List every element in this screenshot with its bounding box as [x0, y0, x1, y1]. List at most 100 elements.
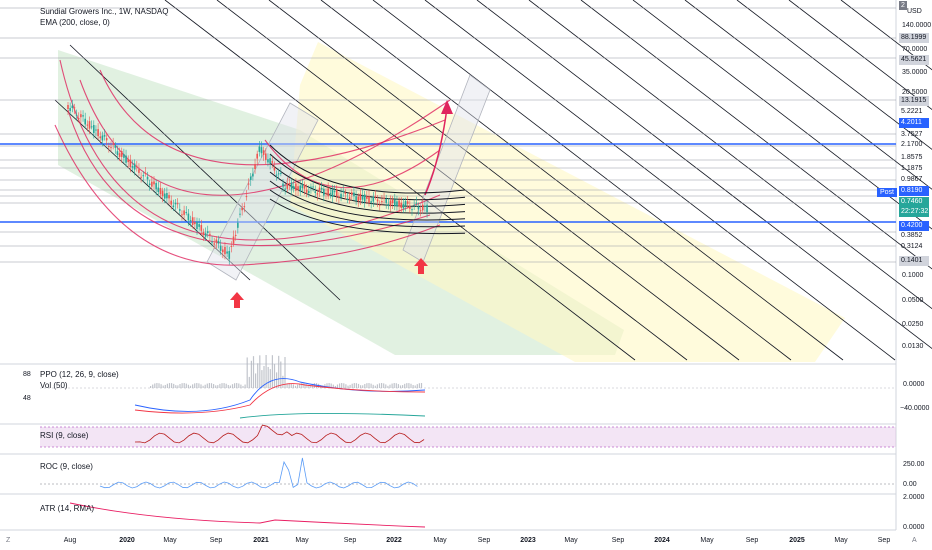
red-arc: [54, 124, 441, 266]
volume-bar: [221, 383, 223, 388]
candle-body: [224, 247, 226, 255]
volume-bar: [395, 383, 397, 388]
volume-bar: [215, 385, 217, 388]
level-price-box: 1.8575: [901, 154, 923, 161]
ppo-signal-line: [134, 383, 426, 414]
candle-body: [273, 167, 276, 171]
candle-body: [413, 204, 415, 206]
candle-body: [426, 204, 428, 213]
volume-bar: [406, 383, 408, 388]
candle-body: [318, 187, 321, 193]
candle-body: [181, 214, 183, 216]
candle-body: [67, 105, 69, 109]
red-arc: [67, 109, 431, 247]
volume-bar: [412, 385, 414, 388]
candle-body: [172, 205, 175, 207]
candle-body: [260, 147, 263, 154]
volume-bar: [204, 384, 206, 388]
candle-body: [191, 217, 194, 225]
roc-tick-1: 0.00: [903, 481, 917, 488]
volume-bar: [154, 383, 156, 388]
candle-body: [297, 186, 299, 191]
ppo-title: PPO (12, 26, 9, close): [40, 370, 119, 379]
level-price-box: 13.1915: [899, 96, 929, 106]
candle-body: [77, 118, 80, 120]
level-price-box: 4.2011: [899, 118, 929, 128]
candle-body: [305, 189, 308, 193]
candle-body: [348, 197, 351, 200]
time-axis-label: Sep: [209, 537, 223, 544]
volume-bar: [261, 370, 263, 388]
volume-bar: [391, 383, 393, 388]
candle-body: [86, 124, 89, 126]
candle-body: [108, 146, 110, 148]
candle-body: [411, 209, 413, 211]
candle-body: [71, 105, 74, 108]
up-arrow-left: [230, 292, 244, 308]
candle-body: [333, 191, 336, 193]
candle-body: [222, 249, 224, 253]
price-tick-3: 20.5000: [902, 89, 928, 96]
volume-bar: [242, 385, 244, 388]
volume-bar: [339, 383, 341, 388]
candle-body: [168, 195, 170, 199]
candle-body: [189, 220, 192, 222]
volume-bar: [374, 385, 376, 388]
volume-bar: [362, 385, 364, 388]
candle-body: [325, 192, 327, 194]
volume-bar: [278, 355, 280, 388]
time-axis-label: Sep: [477, 537, 491, 544]
candle-body: [232, 236, 235, 244]
level-price-box: 0.9867: [901, 176, 923, 183]
time-axis-label: Aug: [63, 537, 77, 544]
red-arc: [79, 79, 451, 196]
candle-body: [417, 206, 420, 210]
red-arc: [264, 139, 441, 189]
black-curve: [269, 162, 466, 207]
black-curve: [269, 189, 466, 228]
volume-bar: [156, 383, 158, 388]
volume-bar: [418, 383, 420, 388]
atr-title: ATR (14, RMA): [40, 504, 95, 513]
candle-body: [213, 243, 215, 245]
volume-bar: [294, 385, 297, 388]
candle-body: [303, 184, 306, 189]
candle-body: [359, 193, 362, 201]
candle-body: [378, 204, 381, 206]
candle-body: [228, 251, 231, 259]
volume-bar: [376, 384, 378, 388]
volume-bar: [238, 383, 240, 388]
candle-body: [372, 196, 375, 202]
volume-bar: [257, 363, 259, 388]
vol-title: Vol (50): [40, 381, 68, 390]
corner-right-label[interactable]: A: [912, 537, 917, 544]
volume-bar: [158, 383, 160, 388]
volume-bar: [336, 384, 339, 388]
level-price-box: 2.1700: [901, 141, 923, 148]
volume-bar: [202, 385, 204, 388]
volume-bar: [166, 383, 168, 388]
volume-bar: [305, 384, 307, 388]
candle-body: [73, 107, 76, 109]
black-curve: [269, 171, 466, 214]
candle-body: [320, 187, 323, 190]
candle-body: [351, 192, 353, 195]
volume-bar: [330, 383, 332, 388]
candle-body: [312, 186, 314, 188]
candle-body: [118, 153, 121, 157]
candle-body: [275, 174, 278, 176]
volume-bar: [353, 383, 355, 388]
candle-body: [144, 173, 147, 175]
time-axis-label: May: [564, 537, 578, 544]
volume-bar: [334, 385, 336, 388]
candle-body: [398, 200, 400, 207]
candle-body: [97, 129, 99, 137]
candle-body: [346, 198, 349, 200]
candle-body: [153, 181, 155, 185]
volume-bar: [192, 384, 194, 388]
candle-body: [361, 195, 364, 200]
candle-body: [215, 239, 218, 243]
candle-body: [310, 186, 312, 188]
